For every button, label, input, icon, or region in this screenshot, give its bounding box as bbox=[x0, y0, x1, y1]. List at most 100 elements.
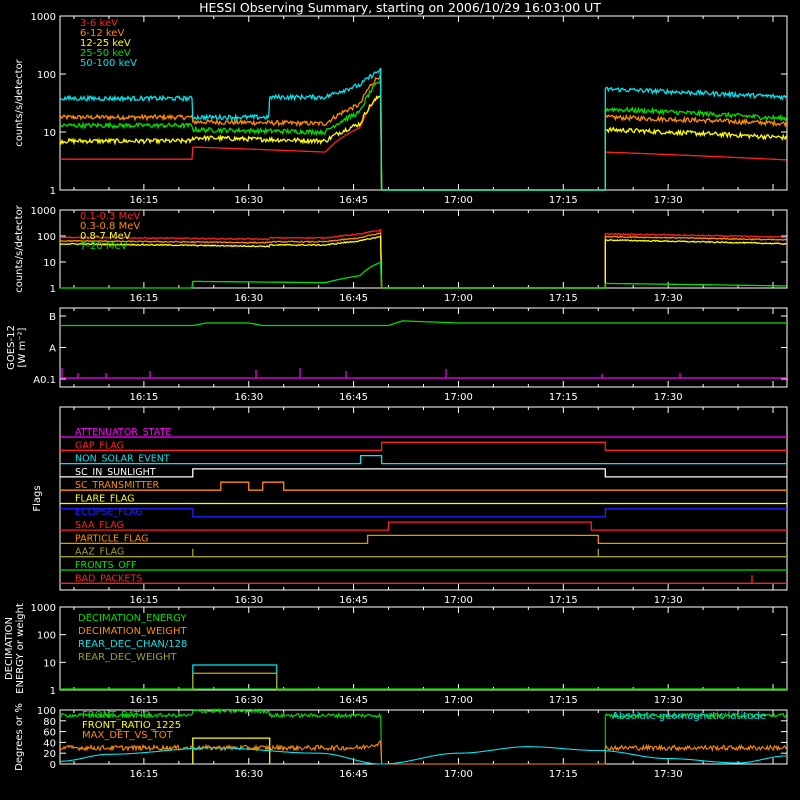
series-line bbox=[60, 672, 787, 691]
y-tick-label: 10 bbox=[43, 258, 56, 269]
series-line bbox=[60, 664, 787, 691]
flag-line bbox=[60, 534, 787, 545]
y-tick-label: 20 bbox=[43, 749, 56, 760]
series-line bbox=[60, 320, 787, 327]
y-tick-label: 100 bbox=[37, 70, 56, 81]
flag-line bbox=[60, 508, 787, 518]
y-tick-label: A bbox=[49, 344, 56, 355]
legend-entry: 3-6 keV bbox=[80, 18, 118, 29]
legend-entry: DECIMATION_WEIGHT bbox=[78, 626, 187, 637]
plot-frame bbox=[59, 209, 788, 289]
series-line bbox=[59, 235, 787, 289]
series-line bbox=[59, 78, 787, 191]
y-tick-label: 10 bbox=[43, 658, 56, 669]
y-tick-label: 40 bbox=[43, 738, 56, 749]
x-tick-label: 16:15 bbox=[129, 769, 158, 780]
x-tick-label: 16:15 bbox=[129, 293, 158, 304]
x-tick-label: 16:30 bbox=[234, 695, 263, 706]
y-tick-label: 1 bbox=[50, 186, 56, 197]
legend-entry: REAR_DEC_CHAN/128 bbox=[78, 639, 187, 650]
x-tick-label: 17:30 bbox=[654, 595, 683, 606]
x-tick-label: 17:00 bbox=[444, 392, 473, 403]
y-tick-label: 1000 bbox=[31, 206, 56, 217]
flag-label: ATTENUATOR_STATE bbox=[75, 427, 171, 438]
series-line bbox=[192, 737, 271, 764]
x-tick-label: 17:15 bbox=[549, 595, 578, 606]
series-line bbox=[60, 93, 787, 191]
flag-line bbox=[60, 575, 787, 584]
y-tick-label: 80 bbox=[43, 717, 56, 728]
x-tick-label: 17:15 bbox=[549, 293, 578, 304]
x-tick-label: 16:15 bbox=[129, 695, 158, 706]
x-tick-label: 17:30 bbox=[654, 195, 683, 206]
legend-entry: FRONT_RATIO_1225 bbox=[82, 720, 181, 731]
xray-series-group bbox=[59, 67, 787, 191]
y-axis-label: counts/s/detector bbox=[14, 58, 25, 146]
x-tick-label: 16:30 bbox=[234, 293, 263, 304]
x-tick-label: 17:30 bbox=[654, 392, 683, 403]
series-line bbox=[59, 707, 787, 765]
y-axis-label: ENERGY or weight bbox=[15, 603, 26, 694]
y-tick-label: 1 bbox=[50, 284, 56, 295]
series-line bbox=[59, 232, 787, 289]
x-tick-label: 16:45 bbox=[339, 392, 368, 403]
y-axis-label: GOES-12 bbox=[6, 325, 17, 370]
page-title: HESSI Observing Summary, starting on 200… bbox=[199, 0, 601, 15]
x-tick-label: 17:15 bbox=[549, 392, 578, 403]
legend-entry: 12-25 keV bbox=[80, 38, 131, 49]
x-tick-label: 17:00 bbox=[444, 769, 473, 780]
x-tick-label: 16:30 bbox=[234, 769, 263, 780]
series-line bbox=[59, 72, 787, 191]
y-axis-label: [W m⁻²] bbox=[17, 327, 28, 367]
legend-entry: DECIMATION_ENERGY bbox=[78, 613, 187, 624]
x-tick-label: 17:15 bbox=[549, 695, 578, 706]
x-tick-label: 17:30 bbox=[654, 769, 683, 780]
flag-label: PARTICLE_FLAG bbox=[75, 533, 148, 544]
legend-entry: FRONT_RATIO bbox=[82, 710, 151, 721]
flag-line bbox=[60, 481, 787, 491]
y-tick-label: 60 bbox=[43, 728, 56, 739]
x-tick-label: 17:00 bbox=[444, 595, 473, 606]
y-tick-label: A0.1 bbox=[33, 375, 56, 386]
legend-entry: REAR_DEC_WEIGHT bbox=[78, 652, 177, 663]
x-tick-label: 16:15 bbox=[129, 392, 158, 403]
y-tick-label: 0 bbox=[50, 760, 56, 771]
x-tick-label: 16:15 bbox=[129, 595, 158, 606]
x-tick-label: 17:00 bbox=[444, 195, 473, 206]
x-tick-label: 17:30 bbox=[654, 695, 683, 706]
flag-line bbox=[60, 548, 787, 558]
legend-entry: 0.1-0.3 MeV bbox=[80, 211, 140, 222]
flag-label: NON_SOLAR_EVENT bbox=[75, 454, 170, 465]
flag-label: AAZ_FLAG bbox=[75, 547, 124, 558]
y-tick-label: 100 bbox=[37, 706, 56, 717]
flag-line bbox=[60, 441, 787, 451]
y-tick-label: 100 bbox=[37, 232, 56, 243]
y-tick-label: 100 bbox=[37, 631, 56, 642]
y-axis-label: counts/s/detector bbox=[14, 204, 25, 292]
x-tick-label: 16:30 bbox=[234, 195, 263, 206]
flag-label: FRONTS_OFF bbox=[75, 560, 137, 571]
legend-entry: 7-20 MeV bbox=[80, 241, 128, 252]
flag-label: GAP_FLAG bbox=[75, 440, 124, 451]
y-tick-label: B bbox=[49, 312, 56, 323]
y-axis-label: Flags bbox=[32, 485, 43, 511]
y-axis-label: DECIMATION bbox=[4, 617, 15, 680]
x-tick-label: 16:45 bbox=[339, 769, 368, 780]
flag-label: SC_IN_SUNLIGHT bbox=[75, 467, 156, 478]
x-tick-label: 17:15 bbox=[549, 769, 578, 780]
flag-label: FLARE_FLAG bbox=[75, 494, 135, 505]
legend-entry: 25-50 keV bbox=[80, 48, 131, 59]
series-line bbox=[59, 740, 787, 765]
x-tick-label: 17:00 bbox=[444, 695, 473, 706]
x-tick-label: 16:45 bbox=[339, 195, 368, 206]
x-tick-label: 16:30 bbox=[234, 392, 263, 403]
flag-line bbox=[60, 454, 787, 465]
y-tick-label: 1000 bbox=[31, 603, 56, 614]
series-line bbox=[59, 95, 787, 191]
flag-label: SC_TRANSMITTER bbox=[75, 480, 160, 491]
legend-entry: 0.8-7 MeV bbox=[80, 231, 131, 242]
plot-frame bbox=[59, 307, 788, 388]
x-tick-label: 16:45 bbox=[339, 595, 368, 606]
y-axis-label: Degrees or % bbox=[14, 703, 25, 771]
y-tick-label: 1000 bbox=[31, 12, 56, 23]
